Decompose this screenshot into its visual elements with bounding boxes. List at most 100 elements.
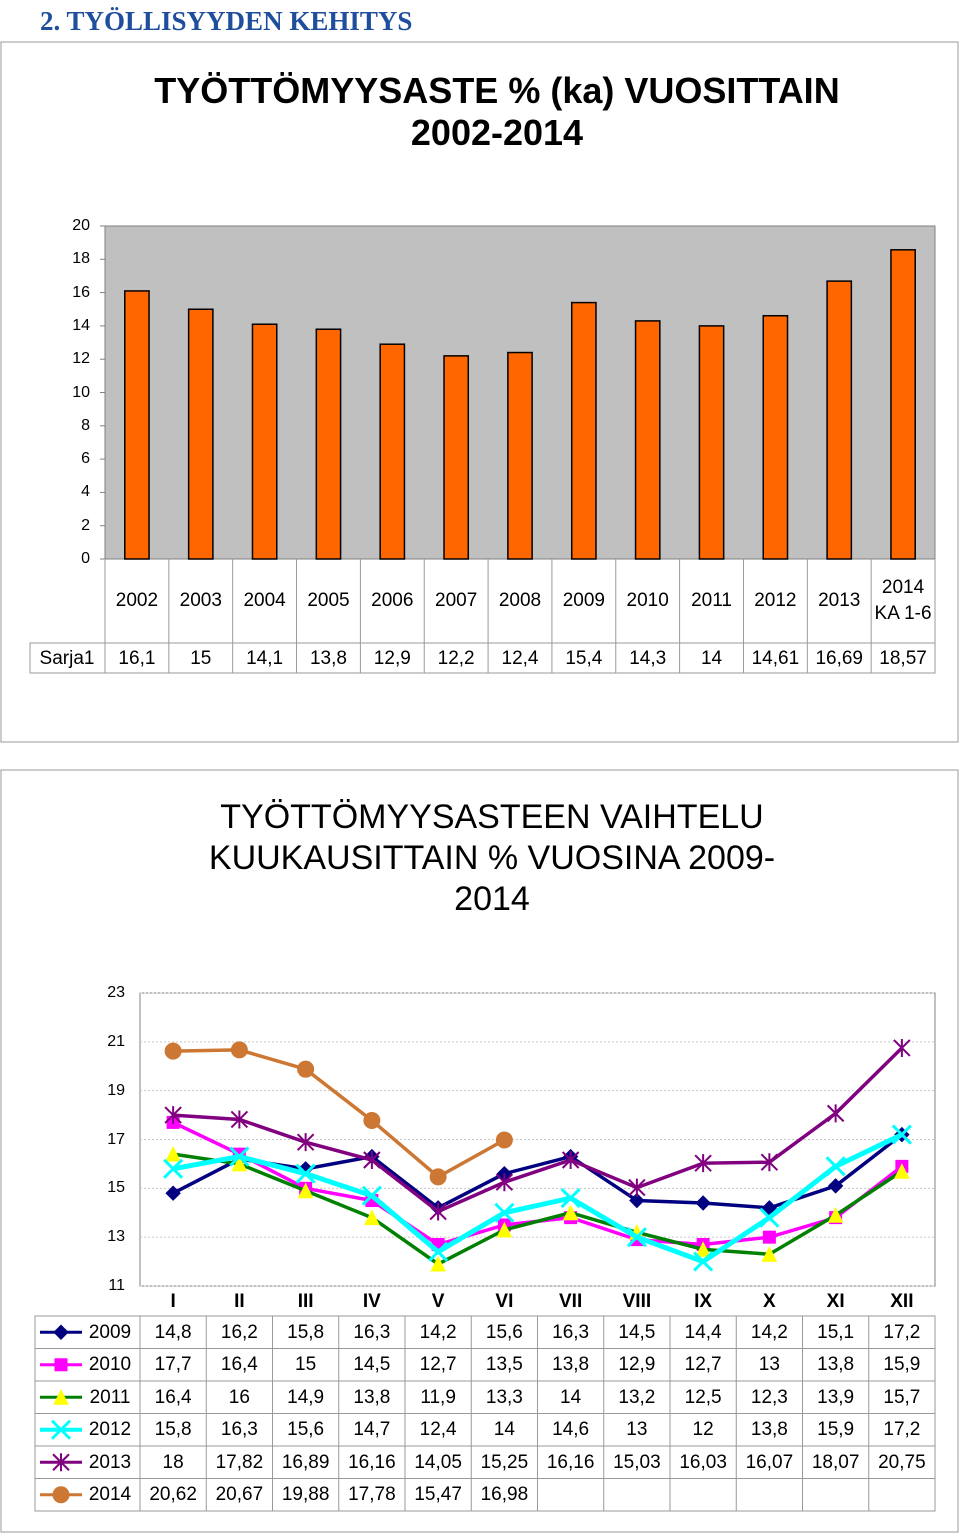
data-label: 15,6: [485, 1321, 523, 1343]
data-label: 15,47: [414, 1484, 462, 1506]
data-label: 12,4: [419, 1419, 457, 1441]
x-tick-label: IV: [362, 1290, 381, 1312]
legend-label: 2012: [88, 1419, 132, 1441]
data-label: 13,8: [817, 1354, 855, 1376]
data-label: 15: [295, 1354, 317, 1376]
y-tick-label: 21: [107, 1032, 125, 1050]
data-label: 14,61: [751, 647, 800, 669]
x-tick-label: XI: [826, 1290, 845, 1312]
marker: [53, 1324, 69, 1340]
marker: [626, 1227, 647, 1248]
marker: [165, 1146, 181, 1162]
data-label: 15,9: [883, 1354, 921, 1376]
marker: [826, 1104, 845, 1123]
data-label: 18,07: [811, 1451, 860, 1473]
data-label: 14,2: [750, 1321, 788, 1343]
marker: [562, 1204, 579, 1221]
data-label: 20,75: [878, 1451, 926, 1473]
data-label: 16: [228, 1386, 250, 1408]
marker: [361, 1185, 382, 1206]
data-label: 14: [560, 1386, 582, 1408]
chart-frame: [0, 769, 959, 1533]
y-tick-label: 12: [72, 350, 90, 368]
marker: [428, 1241, 449, 1262]
marker: [760, 1153, 779, 1172]
marker: [229, 1146, 250, 1167]
data-label: 18: [162, 1451, 184, 1473]
marker: [230, 1041, 248, 1059]
data-label: 12,7: [419, 1354, 457, 1376]
data-label: 13,8: [552, 1354, 590, 1376]
data-label: 17,78: [348, 1484, 396, 1506]
marker: [893, 1038, 911, 1057]
x-tick-label: 2014 KA 1-6: [874, 577, 932, 624]
data-label: 15,03: [613, 1451, 661, 1473]
data-label: 16,1: [118, 647, 156, 669]
bar: [315, 328, 342, 560]
data-label: 16,16: [546, 1451, 595, 1473]
table-border: [29, 642, 936, 674]
marker: [52, 1453, 70, 1472]
data-label: 14,5: [618, 1321, 656, 1343]
marker: [163, 1158, 184, 1179]
data-label: 12,9: [373, 647, 411, 669]
y-tick-label: 0: [81, 550, 90, 567]
data-label: 14,1: [246, 647, 284, 669]
data-label: 13,8: [309, 647, 347, 669]
legend-label: 2011: [89, 1386, 131, 1408]
data-label: 14,05: [414, 1451, 462, 1473]
data-label: 15,7: [883, 1386, 921, 1408]
x-tick-label: 2003: [179, 590, 222, 611]
data-label: 14,3: [629, 647, 667, 669]
data-label: 14,9: [287, 1386, 325, 1408]
data-label: 17,2: [883, 1419, 921, 1441]
x-tick-label: 2002: [115, 590, 159, 611]
data-label: 16,3: [220, 1419, 258, 1441]
x-tick-label: V: [431, 1290, 445, 1312]
data-label: 16,69: [815, 647, 863, 669]
data-label: 16,3: [552, 1321, 590, 1343]
data-label: 15,6: [287, 1419, 325, 1441]
marker: [230, 1110, 249, 1129]
data-label: 14,8: [154, 1321, 192, 1343]
marker: [695, 1241, 711, 1257]
marker: [430, 1255, 446, 1272]
marker: [53, 1389, 69, 1405]
marker: [50, 1419, 72, 1440]
marker: [363, 1151, 381, 1170]
header: 2. TYÖLLISYYDEN KEHITYS: [40, 6, 413, 36]
legend-label: Sarja1: [39, 647, 95, 669]
legend-label: 2010: [88, 1354, 132, 1376]
x-tick-label: VII: [559, 1290, 583, 1312]
y-tick-label: 23: [107, 984, 125, 1001]
bar: [698, 325, 725, 560]
marker: [297, 1060, 315, 1078]
marker: [363, 1111, 381, 1129]
marker: [693, 1251, 714, 1272]
y-tick-label: 16: [72, 283, 90, 301]
data-label: 12,7: [684, 1354, 722, 1376]
x-tick-label: VI: [495, 1290, 514, 1312]
data-label: 11,9: [420, 1386, 456, 1408]
x-tick-label: 2013: [818, 590, 861, 611]
data-label: 19,88: [281, 1484, 330, 1506]
marker: [165, 1185, 181, 1201]
x-tick-label: 2004: [243, 590, 286, 611]
data-label: 17,7: [154, 1354, 192, 1376]
data-label: 16,89: [281, 1451, 330, 1473]
data-label: 12,4: [501, 647, 539, 669]
data-label: 13,2: [618, 1386, 656, 1408]
marker: [894, 1163, 910, 1179]
marker: [295, 1163, 316, 1184]
y-tick-label: 15: [107, 1179, 125, 1197]
y-tick-label: 6: [81, 450, 90, 468]
data-label: 13,8: [750, 1419, 788, 1441]
data-label: 16,03: [679, 1451, 727, 1473]
bar: [762, 314, 789, 560]
marker: [560, 1188, 581, 1209]
marker: [629, 1192, 645, 1209]
bar: [570, 301, 597, 560]
data-label: 13: [758, 1354, 780, 1376]
x-tick-label: II: [234, 1290, 245, 1312]
